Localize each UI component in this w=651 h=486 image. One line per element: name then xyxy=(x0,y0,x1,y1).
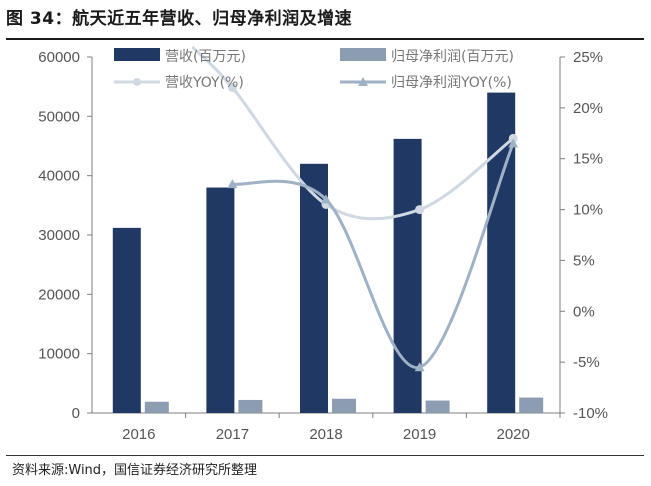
revenue-bar xyxy=(112,227,141,413)
legend-revenue-swatch xyxy=(114,48,160,61)
x-tick-label: 2018 xyxy=(309,426,342,443)
title-divider xyxy=(6,38,644,40)
legend-revenue-yoy-label: 营收YOY(%) xyxy=(165,75,244,91)
revenue-bar xyxy=(206,187,235,413)
revenue-yoy-point xyxy=(227,83,237,93)
left-tick-label: 40000 xyxy=(38,168,80,185)
left-tick-label: 60000 xyxy=(38,49,80,66)
right-tick-label: 15% xyxy=(573,151,603,168)
right-tick-label: 5% xyxy=(573,252,595,269)
profit-bar xyxy=(519,397,544,413)
x-tick-label: 2020 xyxy=(497,426,530,443)
x-tick-label: 2017 xyxy=(216,426,249,443)
right-tick-label: 20% xyxy=(573,100,603,117)
profit-yoy-point xyxy=(508,138,519,148)
chart-title: 图 34：航天近五年营收、归母净利润及增速 xyxy=(6,9,353,29)
revenue-yoy-line xyxy=(191,45,515,221)
profit-yoy-point xyxy=(414,362,425,372)
left-tick-label: 20000 xyxy=(38,286,80,303)
revenue-yoy-point xyxy=(415,205,425,215)
profit-bar xyxy=(332,398,356,413)
source-divider xyxy=(6,455,644,456)
right-tick-label: 10% xyxy=(573,202,603,219)
right-tick-label: 0% xyxy=(573,303,595,320)
left-tick-label: 30000 xyxy=(38,227,80,244)
legend-profit-yoy-label: 归母净利润YOY(%) xyxy=(391,74,512,91)
legend-profit-swatch xyxy=(340,48,386,61)
source-note: 资料来源:Wind，国信证券经济研究所整理 xyxy=(12,463,258,478)
profit-bar xyxy=(144,401,169,413)
legend-profit-yoy-marker xyxy=(358,77,368,86)
right-tick-label: -5% xyxy=(573,354,600,371)
profit-yoy-point xyxy=(227,179,238,189)
legend-revenue-label: 营收(百万元) xyxy=(165,49,246,65)
left-tick-label: 0 xyxy=(72,405,80,422)
right-tick-label: -10% xyxy=(573,405,608,422)
revenue-bar xyxy=(393,138,422,413)
profit-yoy-line xyxy=(232,142,515,369)
profit-bar xyxy=(238,399,263,413)
left-tick-label: 10000 xyxy=(38,346,80,363)
profit-bar xyxy=(425,400,450,413)
legend-revenue-yoy-marker xyxy=(133,78,141,86)
x-tick-label: 2019 xyxy=(403,426,436,443)
right-tick-label: 25% xyxy=(573,49,603,66)
left-tick-label: 50000 xyxy=(38,108,80,125)
x-tick-label: 2016 xyxy=(122,426,155,443)
legend-profit-label: 归母净利润(百万元) xyxy=(391,48,514,65)
profit-yoy-point xyxy=(321,194,331,204)
revenue-yoy-point xyxy=(508,133,518,143)
